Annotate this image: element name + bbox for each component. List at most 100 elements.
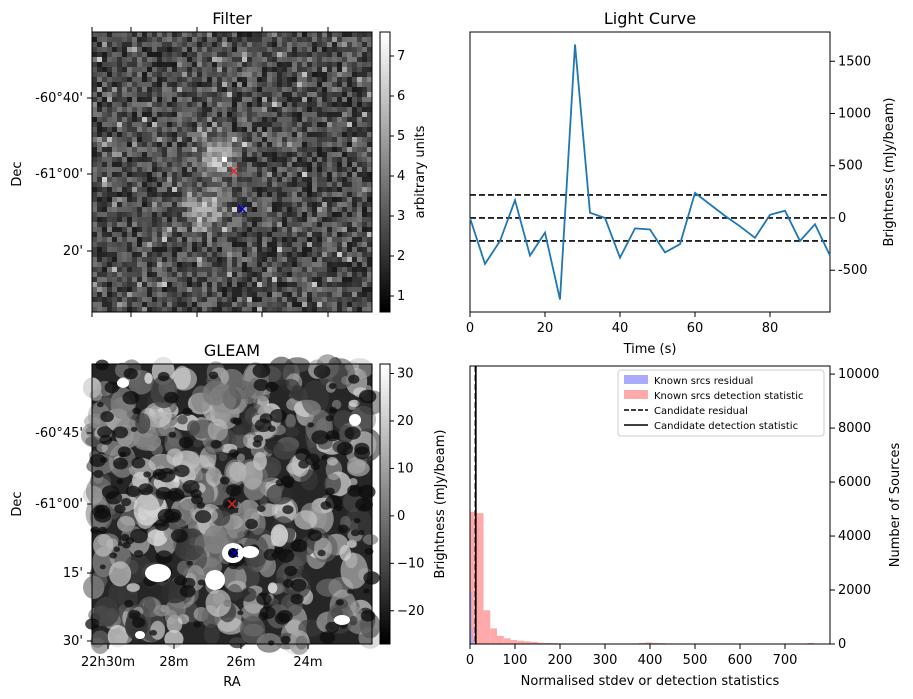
histogram-xtick-label: 600 [728,653,753,668]
legend-entry-label: Candidate residual [654,406,748,417]
gleam-colorbar-tick-label: −20 [397,604,424,619]
legend-swatch [624,375,648,384]
filter-colorbar-tick-label: 7 [397,49,405,64]
filter-title: Filter [212,9,252,28]
filter-ytick-label: -61°00' [35,167,83,182]
histogram-bar-detection [476,513,484,644]
gleam-marker-red [227,499,237,509]
lightcurve-ytick-label: 1500 [838,54,871,69]
lightcurve-hlines [470,194,830,242]
lightcurve-ytick-label: 500 [838,159,863,174]
gleam-colorbar-tick-label: 0 [397,509,405,524]
histogram-bar-residual [472,639,474,644]
filter-yticks: -60°40' -61°00' 20' [35,91,92,259]
lightcurve-xtick-label: 60 [687,321,704,336]
filter-marker-blue [237,204,247,214]
gleam-colorbar-tick-label: 30 [397,366,414,381]
histogram-bar-detection [470,511,477,644]
lightcurve-xtick-label: 0 [466,321,474,336]
filter-colorbar-tick-label: 1 [397,289,405,304]
legend-entry-label: Candidate detection statistic [654,421,798,432]
lightcurve-ylabel: Brightness (mJy/beam) [882,98,897,247]
histogram-ylabel: Number of Sources [888,443,903,568]
gleam-xlabel: RA [223,675,241,690]
histogram-bar-residual [470,592,472,644]
histogram-xtick-label: 100 [503,653,528,668]
histogram-bar-detection [503,638,511,644]
lightcurve-yticks: -500 0 500 1000 1500 [830,54,871,278]
histogram-ytick-label: 8000 [838,421,871,436]
gleam-yticks: -60°45' -61°00' 15' 30' [35,426,92,649]
gleam-colorbar-tick-label: −10 [397,556,424,571]
filter-colorbar-frame [379,31,391,313]
histogram-bar-detection [544,642,551,644]
histogram-bar-detection [510,639,518,644]
gleam-xtick-label: 22h30m [81,655,135,670]
gleam-ytick-label: 15' [63,566,83,581]
filter-colorbar-tick-label: 3 [397,209,405,224]
gleam-ytick-label: -61°00' [35,497,83,512]
gleam-title: GLEAM [204,341,260,360]
histogram-xtick-label: 700 [773,653,798,668]
histogram-bar-residual [471,627,473,644]
histogram-bar-detection [517,640,524,644]
histogram-xtick-label: 300 [593,653,618,668]
filter-colorbar-tick-label: 5 [397,129,405,144]
legend-entry-label: Known srcs detection statistic [654,391,803,402]
filter-colorbar: 1 2 3 4 5 6 7 [379,31,405,313]
histogram-xlabel: Normalised stdev or detection statistics [521,674,780,689]
histogram-ytick-label: 0 [838,637,846,652]
histogram-bar-detection [530,641,538,644]
gleam-marker-blue [229,548,239,558]
lightcurve-xlabel: Time (s) [623,342,677,357]
histogram-panel: 0 100 200 300 400 500 600 700 0 2000 4000 6000 8000… [466,365,903,689]
lightcurve-series-line [469,44,831,300]
histogram-xtick-label: 200 [548,653,573,668]
lightcurve-ytick-label: -500 [838,263,868,278]
lightcurve-ytick-label: 0 [838,211,846,226]
histogram-bars [470,511,815,644]
lightcurve-xticks: 0 20 40 60 80 [466,312,778,336]
gleam-panel: GLEAM Dec RA -60°45' -61°00' 15' 30' 22h30m… [10,341,448,690]
histogram-xticks: 0 100 200 300 400 500 600 700 [466,644,798,668]
filter-ytick-label: 20' [63,244,83,259]
gleam-xtick-label: 26m [226,655,255,670]
lightcurve-xtick-label: 80 [762,321,779,336]
legend-swatch [624,390,648,399]
histogram-bar-detection [652,642,659,644]
gleam-xtick-label: 24m [293,655,322,670]
histogram-bar-detection [490,628,497,644]
gleam-colorbar: −20 −10 0 10 20 30 [379,363,424,645]
histogram-bar-detection [497,635,504,644]
gleam-colorbar-label: Brightness (mJy/beam) [433,430,448,579]
filter-xticks [91,27,329,317]
filter-colorbar-tick-label: 4 [397,169,405,184]
histogram-bar-detection [807,642,815,644]
histogram-bar-detection [483,610,491,644]
lightcurve-xtick-label: 40 [612,321,629,336]
histogram-bar-detection [524,641,531,644]
gleam-xticks: 22h30m 28m 26m 24m [81,644,323,670]
histogram-ytick-label: 10000 [838,367,879,382]
gleam-ylabel: Dec [10,491,25,516]
gleam-colorbar-tick-label: 10 [397,461,414,476]
lightcurve-panel: Light Curve 0 20 40 60 80 -500 0 500 1000 1500 T… [466,9,897,357]
filter-ytick-label: -60°40' [35,91,83,106]
histogram-xtick-label: 500 [683,653,708,668]
histogram-ytick-label: 2000 [838,583,871,598]
filter-marker-red [229,166,239,176]
histogram-bar-detection [537,642,545,644]
gleam-xtick-label: 28m [159,655,188,670]
lightcurve-xtick-label: 20 [537,321,554,336]
lightcurve-title: Light Curve [604,9,696,28]
legend-entry-label: Known srcs residual [654,376,753,387]
filter-colorbar-tick-label: 2 [397,249,405,264]
histogram-ytick-label: 6000 [838,475,871,490]
histogram-legend: Known srcs residual Known srcs detection … [617,369,825,437]
filter-colorbar-tick-label: 6 [397,89,405,104]
gleam-ytick-label: -60°45' [35,426,83,441]
lightcurve-ytick-label: 1000 [838,106,871,121]
legend-box [617,369,825,437]
filter-colorbar-label: arbitrary units [413,125,428,218]
